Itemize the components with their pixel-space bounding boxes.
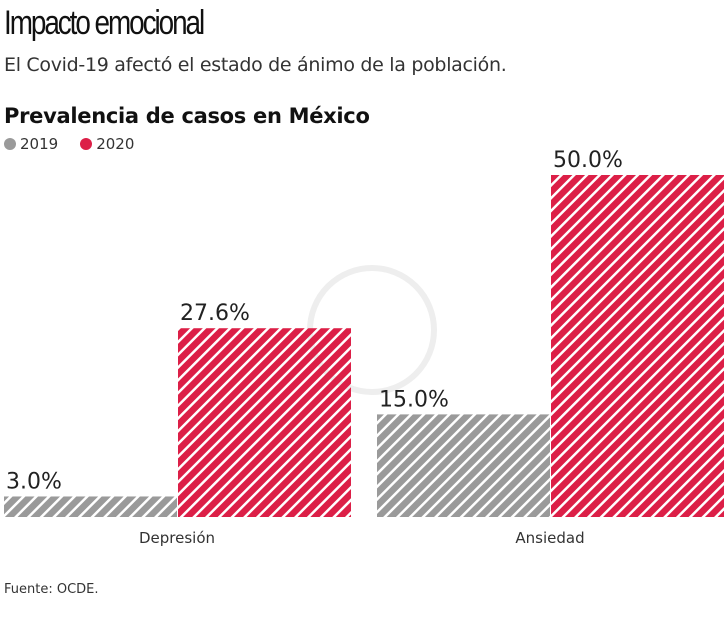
- bar-2020-1: [551, 175, 724, 517]
- legend: 2019 2020: [4, 135, 134, 153]
- chart-title: Prevalencia de casos en México: [4, 104, 370, 128]
- category-label: Ansiedad: [515, 529, 584, 547]
- data-label: 15.0%: [379, 387, 449, 412]
- data-label: 50.0%: [553, 148, 623, 173]
- category-label: Depresión: [139, 529, 215, 547]
- legend-label: 2020: [96, 135, 135, 153]
- bar-2019-1: [377, 414, 550, 517]
- legend-swatch-2019: [4, 138, 16, 150]
- data-label: 3.0%: [6, 469, 62, 494]
- legend-item-2019: 2019: [4, 135, 58, 153]
- page-title: Impacto emocional: [4, 4, 205, 42]
- data-label: 27.6%: [180, 301, 250, 326]
- source-note: Fuente: OCDE.: [4, 582, 99, 597]
- legend-swatch-2020: [80, 138, 93, 150]
- page-subtitle: El Covid-19 afectó el estado de ánimo de…: [4, 54, 507, 76]
- legend-label: 2019: [20, 135, 59, 153]
- bar-2020-0: [178, 328, 351, 517]
- legend-item-2020: 2020: [80, 135, 134, 153]
- bar-2019-0: [4, 496, 177, 517]
